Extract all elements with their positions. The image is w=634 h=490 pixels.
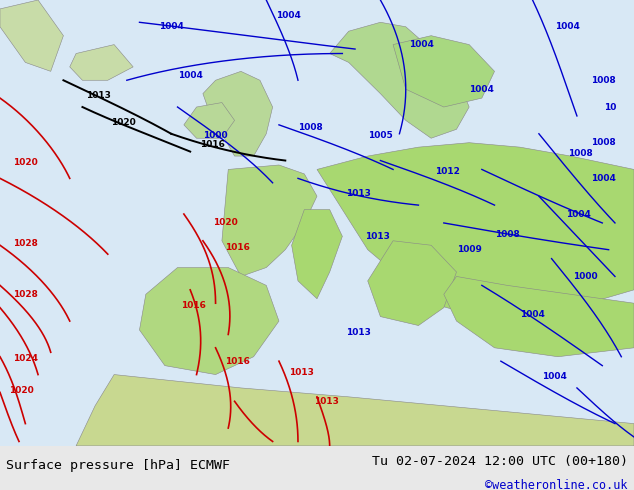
Text: 1004: 1004 — [520, 310, 545, 319]
Polygon shape — [139, 268, 279, 374]
Text: 1004: 1004 — [276, 11, 301, 20]
Text: 1016: 1016 — [225, 357, 250, 366]
Text: 1000: 1000 — [204, 131, 228, 141]
Polygon shape — [368, 241, 456, 325]
Text: 1016: 1016 — [181, 301, 206, 310]
Text: 1004: 1004 — [542, 372, 567, 381]
Text: 1004: 1004 — [555, 22, 580, 31]
Polygon shape — [0, 0, 63, 72]
Polygon shape — [222, 165, 317, 276]
Text: 1013: 1013 — [288, 368, 314, 377]
Text: ©weatheronline.co.uk: ©weatheronline.co.uk — [485, 479, 628, 490]
Text: 1004: 1004 — [566, 210, 591, 219]
Text: 1013: 1013 — [365, 232, 390, 241]
Polygon shape — [393, 36, 495, 107]
Text: 1004: 1004 — [409, 40, 434, 49]
Text: 1008: 1008 — [298, 122, 323, 132]
Text: 1013: 1013 — [314, 397, 339, 406]
Text: 1008: 1008 — [592, 138, 616, 147]
Polygon shape — [444, 276, 634, 357]
Text: Tu 02-07-2024 12:00 UTC (00+180): Tu 02-07-2024 12:00 UTC (00+180) — [372, 455, 628, 468]
Polygon shape — [203, 72, 273, 156]
Text: 1012: 1012 — [434, 167, 460, 176]
Text: 1000: 1000 — [574, 272, 598, 281]
Polygon shape — [317, 143, 634, 321]
Text: 1016: 1016 — [225, 243, 250, 252]
Polygon shape — [184, 102, 235, 138]
Text: 1013: 1013 — [86, 91, 111, 100]
Text: 1024: 1024 — [13, 354, 37, 364]
Text: Surface pressure [hPa] ECMWF: Surface pressure [hPa] ECMWF — [6, 459, 230, 472]
Text: 1013: 1013 — [346, 328, 371, 337]
Text: 1013: 1013 — [346, 190, 371, 198]
Polygon shape — [330, 22, 469, 138]
Text: 1020: 1020 — [111, 118, 136, 127]
Text: 1016: 1016 — [200, 141, 225, 149]
Text: 1005: 1005 — [368, 131, 393, 141]
Text: 10: 10 — [604, 102, 616, 112]
Text: 1008: 1008 — [495, 230, 520, 239]
Text: 1004: 1004 — [469, 85, 495, 94]
Text: 1020: 1020 — [212, 219, 238, 227]
Text: 1009: 1009 — [456, 245, 482, 254]
Text: 1028: 1028 — [13, 290, 37, 299]
Text: 1008: 1008 — [592, 76, 616, 85]
Text: 1004: 1004 — [592, 174, 616, 183]
Polygon shape — [292, 210, 342, 299]
Polygon shape — [76, 374, 634, 446]
Text: 1008: 1008 — [567, 149, 593, 158]
Text: 1020: 1020 — [10, 386, 34, 394]
Text: 1020: 1020 — [13, 158, 37, 167]
Polygon shape — [70, 45, 133, 80]
Text: 1028: 1028 — [13, 239, 37, 247]
Text: 1004: 1004 — [158, 22, 184, 31]
Text: 1004: 1004 — [178, 72, 203, 80]
